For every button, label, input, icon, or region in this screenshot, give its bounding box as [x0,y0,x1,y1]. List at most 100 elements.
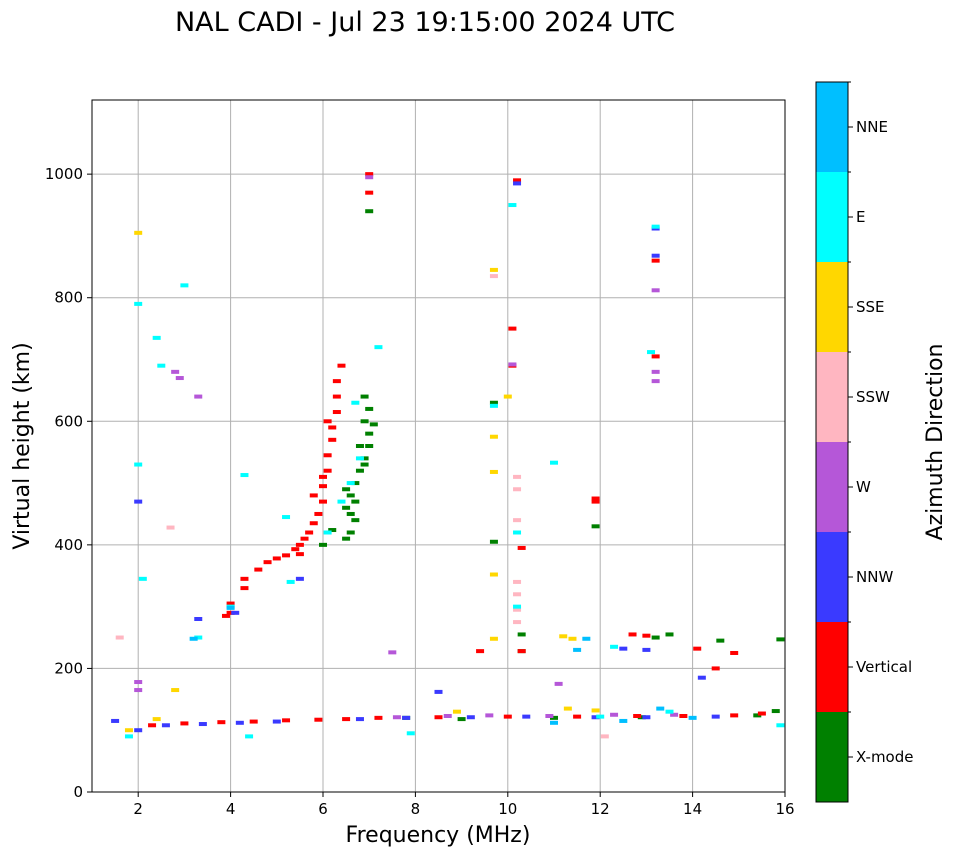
data-point [365,431,374,436]
data-point [771,709,780,714]
data-point [753,713,762,718]
data-point [503,394,512,399]
data-point [369,422,378,427]
data-point [365,406,374,411]
data-point [443,714,452,719]
colorbar-segment [816,442,848,532]
data-point [134,462,143,467]
data-point [134,301,143,306]
chart-title: NAL CADI - Jul 23 19:15:00 2024 UTC [175,7,675,38]
x-tick-label: 12 [591,800,610,818]
data-point [434,689,443,694]
data-point [351,499,360,504]
data-point [489,636,498,641]
colorbar-label: W [856,478,871,496]
data-point [175,376,184,381]
data-point [730,713,739,718]
data-point [513,487,522,492]
data-point [194,635,203,640]
data-point [342,487,351,492]
data-point [513,530,522,535]
data-point [591,715,600,720]
colorbar-label: E [856,208,865,226]
data-point [138,576,147,581]
data-point [328,528,337,533]
colorbar-segment [816,622,848,712]
data-point [711,714,720,719]
data-point [221,613,230,618]
data-point [365,172,374,177]
data-marks [111,172,785,739]
data-point [240,473,249,478]
data-point [591,496,600,501]
x-tick-label: 14 [683,800,702,818]
data-point [554,681,563,686]
data-point [351,518,360,523]
data-point [342,536,351,541]
data-point [513,592,522,597]
data-point [332,394,341,399]
data-point [355,444,364,448]
data-point [489,572,498,577]
data-point [189,636,198,641]
data-point [591,708,600,713]
data-point [360,419,369,424]
data-point [115,635,124,640]
data-point [693,646,702,651]
data-point [559,634,568,639]
data-point [513,178,522,183]
data-point [508,203,517,208]
colorbar-label: Vertical [856,658,912,676]
data-point [647,350,656,355]
data-point [513,620,522,625]
data-point [152,335,161,340]
data-point [245,734,254,739]
colorbar-segment [816,262,848,352]
data-point [342,505,351,510]
data-point [596,714,605,719]
data-point [346,511,355,516]
data-point [161,723,170,728]
data-point [656,706,665,711]
data-point [406,731,415,736]
series-vertical [148,172,766,728]
data-point [489,400,498,405]
data-point [619,646,628,651]
data-point [346,493,355,498]
data-point [194,617,203,621]
data-point [134,680,143,685]
data-point [513,474,522,479]
data-point [323,530,332,535]
data-point [513,604,522,609]
data-point [346,481,355,486]
data-point [670,712,679,717]
colorbar-title: Azimuth Direction [923,343,948,540]
data-point [180,721,189,726]
data-point [637,715,646,720]
y-tick-label: 800 [54,289,83,307]
colorbar-frame [815,81,849,803]
data-point [351,400,360,405]
data-point [286,579,295,584]
data-point [240,576,249,581]
data-point [513,518,522,523]
colorbar-label: NNE [856,118,888,136]
data-point [282,515,291,520]
x-axis-label: Frequency (MHz) [346,823,531,848]
series-nne [189,605,697,725]
data-point [489,469,498,474]
data-point [272,556,281,561]
data-point [573,714,582,719]
data-point [489,274,498,279]
data-point [332,410,341,415]
data-point [351,481,360,486]
data-point [485,713,494,718]
data-point [319,474,327,479]
data-point [489,434,498,439]
colorbar-segment [816,712,848,802]
x-tick-label: 4 [226,800,236,818]
data-point [466,715,475,720]
data-point [651,369,660,374]
data-point [489,267,498,272]
